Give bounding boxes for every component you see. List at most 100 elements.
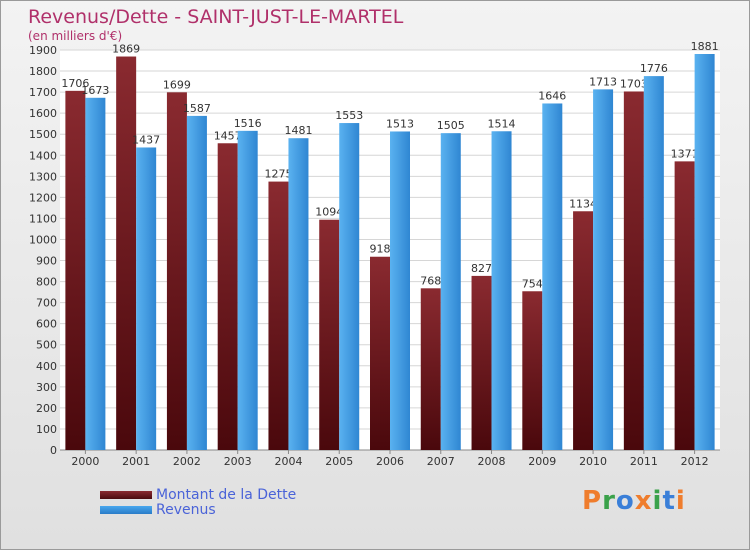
data-label-revenus: 1514 [488,117,516,130]
chart-legend: Montant de la Dette Revenus [100,486,297,518]
legend-item-revenus: Revenus [100,501,296,518]
legend-item-dette: Montant de la Dette [100,486,297,503]
y-tick-label: 300 [36,381,57,394]
bar-revenus [237,130,258,450]
bar-dette [573,211,594,450]
data-label-revenus: 1553 [335,109,363,122]
data-label-dette: 1869 [112,43,140,56]
data-label-revenus: 1776 [640,62,668,75]
chart-title: Revenus/Dette - SAINT-JUST-LE-MARTEL [28,6,404,28]
bar-revenus [85,97,106,450]
data-label-dette: 918 [370,243,391,256]
x-tick-label: 2000 [71,455,99,468]
x-tick-label: 2010 [579,455,607,468]
data-label-revenus: 1646 [538,89,566,102]
bar-dette [674,161,695,451]
x-tick-label: 2003 [224,455,252,468]
bar-revenus [643,76,664,451]
y-tick-label: 1000 [29,233,57,246]
x-tick-label: 2006 [376,455,404,468]
bar-dette [420,288,441,450]
logo-letter: t [662,486,676,516]
legend-label-dette: Montant de la Dette [156,486,297,503]
data-label-revenus: 1516 [234,117,262,130]
y-tick-label: 500 [36,339,57,352]
y-tick-label: 1800 [29,65,57,78]
y-tick-label: 1900 [29,44,57,57]
bar-revenus [542,103,563,450]
y-tick-label: 200 [36,402,57,415]
data-label-revenus: 1481 [284,124,312,137]
logo-letter: x [634,486,653,516]
y-tick-label: 100 [36,423,57,436]
bar-revenus [136,147,157,450]
data-label-dette: 1275 [264,168,292,181]
legend-swatch-revenus [100,505,152,514]
x-tick-label: 2005 [325,455,353,468]
y-tick-label: 1500 [29,128,57,141]
bar-revenus [288,138,309,451]
data-label-dette: 1094 [315,206,343,219]
legend-label-revenus: Revenus [156,501,216,518]
bar-dette [522,291,543,450]
bar-dette [370,256,390,450]
x-tick-label: 2004 [274,455,302,468]
bar-dette [623,91,644,450]
x-tick-label: 2001 [122,455,150,468]
bar-revenus [491,131,512,450]
data-label-dette: 1371 [671,147,699,160]
x-tick-label: 2009 [528,455,556,468]
data-label-dette: 1699 [163,78,191,91]
data-label-revenus: 1881 [691,40,719,53]
logo-letter: r [602,486,616,516]
bar-dette [268,181,289,450]
bar-dette [116,56,137,451]
y-tick-label: 400 [36,360,57,373]
data-label-revenus: 1673 [81,84,109,97]
data-label-dette: 768 [420,274,441,287]
x-tick-label: 2008 [478,455,506,468]
logo-letter: i [675,486,686,516]
x-tick-label: 2011 [630,455,658,468]
bar-revenus [339,123,360,450]
data-label-dette: 1706 [61,77,89,90]
bar-revenus [593,89,614,451]
y-tick-label: 700 [36,297,57,310]
data-label-dette: 1457 [214,129,242,142]
data-label-revenus: 1505 [437,119,465,132]
logo-letter: P [582,486,603,516]
y-tick-label: 600 [36,318,57,331]
bar-dette [217,143,238,450]
bar-dette [471,275,492,450]
bar-revenus [186,115,207,450]
proxiti-logo: Proxiti [582,486,686,516]
chart-subtitle: (en milliers d'€) [28,29,123,43]
x-tick-label: 2007 [427,455,455,468]
bar-revenus [440,133,461,450]
bar-revenus [694,54,715,450]
data-label-dette: 1134 [569,197,597,210]
data-label-dette: 827 [471,262,492,275]
y-tick-label: 900 [36,255,57,268]
data-label-revenus: 1587 [183,102,211,115]
y-tick-label: 1700 [29,86,57,99]
bar-dette [65,90,86,450]
bar-dette [166,92,187,450]
bar-revenus [390,131,410,450]
y-tick-label: 0 [50,444,57,457]
data-label-dette: 754 [522,277,543,290]
data-label-revenus: 1437 [132,133,160,146]
data-label-dette: 1703 [620,77,648,90]
y-tick-label: 1200 [29,191,57,204]
data-label-revenus: 1513 [386,117,414,130]
data-label-revenus: 1713 [589,75,617,88]
x-tick-label: 2002 [173,455,201,468]
logo-letter: i [652,486,663,516]
legend-swatch-dette [100,490,152,499]
x-tick-label: 2012 [681,455,709,468]
logo-letter: o [615,486,635,516]
y-tick-label: 1600 [29,107,57,120]
y-tick-label: 1300 [29,170,57,183]
bar-dette [319,219,340,450]
